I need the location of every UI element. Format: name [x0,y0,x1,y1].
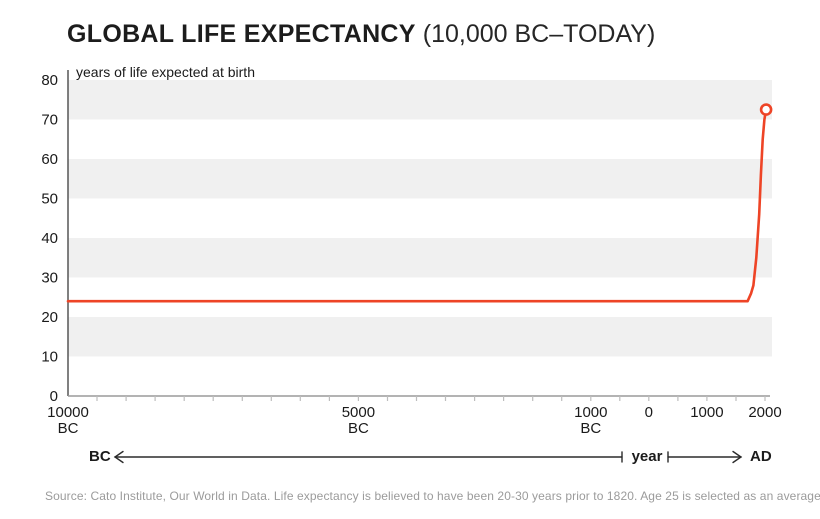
era-arrows [113,450,743,464]
page-title: GLOBAL LIFE EXPECTANCY (10,000 BC–TODAY) [67,20,655,49]
y-axis-title: years of life expected at birth [76,64,255,80]
era-axis: BC year AD [0,448,820,466]
grid-band [68,80,772,120]
era-label-year: year [631,448,663,465]
y-tick-label: 70 [41,112,58,129]
ad-arrow [667,450,743,464]
title-main: GLOBAL LIFE EXPECTANCY [67,20,416,48]
grid-band [68,317,772,357]
x-tick-label: 2000 [748,404,781,421]
y-tick-label: 0 [50,388,58,405]
line-end-marker [759,103,773,116]
y-tick-label: 20 [41,309,58,326]
grid-band [68,238,772,278]
source-note: Source: Cato Institute, Our World in Dat… [45,489,820,503]
x-tick-sub-label: BC [348,420,369,437]
bc-arrow [113,450,623,464]
era-label-bc: BC [89,448,111,465]
x-tick-label: 10000 [47,404,89,421]
y-tick-label: 50 [41,191,58,208]
x-tick-label: 5000 [342,404,375,421]
x-tick-sub-label: BC [58,420,79,437]
y-tick-label: 10 [41,349,58,366]
y-tick-label: 60 [41,151,58,168]
y-tick-label: 40 [41,230,58,247]
x-tick-label: 0 [645,404,653,421]
era-label-ad: AD [750,448,772,465]
y-tick-label: 80 [41,72,58,89]
x-tick-sub-label: BC [580,420,601,437]
x-tick-label: 1000 [574,404,607,421]
y-tick-label: 30 [41,270,58,287]
x-tick-label: 1000 [690,404,723,421]
life-expectancy-line [66,108,768,303]
grid-band [68,159,772,199]
title-range: (10,000 BC–TODAY) [422,20,656,48]
